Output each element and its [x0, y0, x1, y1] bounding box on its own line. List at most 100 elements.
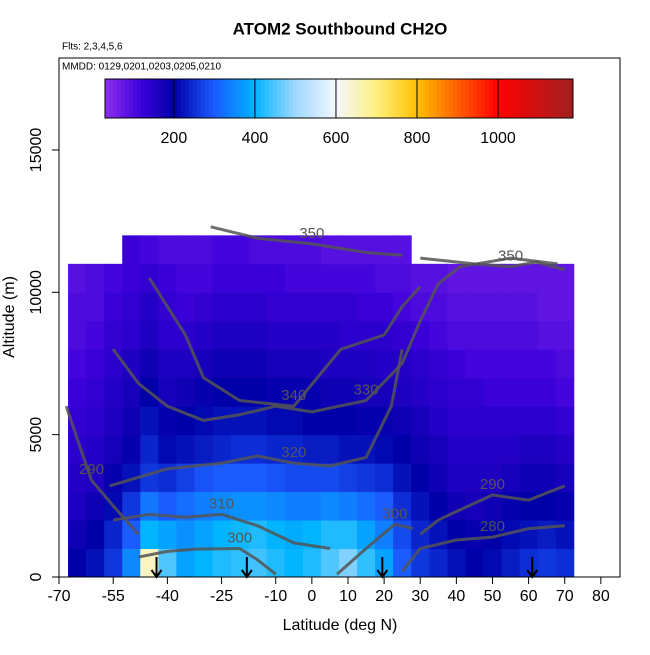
colorbar-swatch — [241, 79, 246, 118]
colorbar-swatch — [513, 79, 518, 118]
colorbar-swatch — [161, 79, 166, 118]
heat-cell — [483, 349, 503, 379]
heat-cell — [176, 235, 195, 265]
heat-cell — [122, 548, 141, 578]
heat-cell — [212, 235, 232, 265]
colorbar-swatch — [333, 79, 338, 118]
heat-cell — [86, 434, 105, 464]
colorbar-swatch — [477, 79, 482, 118]
heat-cell — [537, 263, 557, 293]
colorbar-swatch — [393, 79, 398, 118]
heat-cell — [248, 235, 268, 265]
heat-cell — [357, 377, 376, 407]
heat-cell — [465, 320, 484, 350]
heat-cell — [248, 434, 268, 464]
heat-cell — [519, 320, 539, 350]
heat-cell — [483, 463, 503, 493]
heat-cell — [266, 491, 286, 521]
heat-cell — [248, 377, 268, 407]
y-tick-label: 5000 — [28, 417, 45, 453]
heat-cell — [320, 320, 340, 350]
colorbar-swatch — [537, 79, 542, 118]
heat-cell — [465, 263, 484, 293]
heat-cell — [68, 520, 87, 550]
contour-label: 350 — [498, 248, 523, 265]
heat-cell — [483, 434, 503, 464]
x-tick-label: 70 — [556, 588, 574, 605]
heat-cell — [483, 292, 503, 322]
colorbar-swatch — [489, 79, 494, 118]
heat-cell — [68, 548, 87, 578]
heat-cell — [465, 548, 484, 578]
colorbar-swatch — [509, 79, 514, 118]
heat-cell — [140, 292, 159, 322]
colorbar-swatch — [153, 79, 158, 118]
colorbar-swatch — [285, 79, 290, 118]
heat-cell — [230, 235, 250, 265]
heat-cell — [68, 349, 87, 379]
heat-cell — [158, 548, 177, 578]
colorbar-tick-label: 800 — [404, 130, 431, 147]
colorbar-swatch — [385, 79, 390, 118]
heat-cell — [302, 520, 322, 550]
heat-cell — [338, 349, 358, 379]
heat-cell — [212, 320, 232, 350]
heat-cell — [501, 349, 521, 379]
heat-cell — [104, 292, 123, 322]
heat-cell — [302, 292, 322, 322]
colorbar-swatch — [501, 79, 506, 118]
contour-label: 290 — [79, 461, 104, 478]
heat-cell — [519, 377, 539, 407]
x-tick-label: 10 — [339, 588, 357, 605]
heat-cell — [537, 434, 557, 464]
contour-line — [109, 348, 404, 488]
heat-cell — [194, 320, 214, 350]
colorbar-swatch — [421, 79, 426, 118]
heat-cell — [555, 463, 575, 493]
colorbar-swatch — [141, 79, 146, 118]
heat-cell — [140, 463, 159, 493]
heat-cell — [266, 235, 286, 265]
colorbar-swatch — [197, 79, 202, 118]
heat-cell — [447, 491, 466, 521]
heat-cell — [465, 491, 484, 521]
heat-cell — [320, 491, 340, 521]
colorbar-swatch — [425, 79, 430, 118]
contour-label: 350 — [299, 225, 324, 242]
colorbar-swatch — [297, 79, 302, 118]
contour-label: 340 — [281, 387, 306, 404]
heat-cell — [140, 349, 159, 379]
colorbar-swatch — [401, 79, 406, 118]
contour-line — [419, 484, 566, 536]
colorbar-swatch — [545, 79, 550, 118]
heat-cell — [230, 548, 250, 578]
heat-cell — [483, 377, 503, 407]
heat-cell — [122, 292, 141, 322]
heat-cell — [338, 292, 358, 322]
heat-cell — [338, 377, 358, 407]
heat-cell — [194, 377, 214, 407]
colorbar-swatch — [461, 79, 466, 118]
heat-cell — [158, 263, 177, 293]
heat-cell — [447, 434, 466, 464]
heat-cell — [555, 349, 575, 379]
heat-cell — [86, 377, 105, 407]
heat-cell — [519, 406, 539, 436]
heat-cell — [248, 406, 268, 436]
heat-cell — [501, 548, 521, 578]
colorbar-swatch — [145, 79, 150, 118]
heat-cell — [537, 520, 557, 550]
colorbar-swatch — [281, 79, 286, 118]
colorbar-swatch — [105, 79, 110, 118]
chart-title: ATOM2 Southbound CH2O — [233, 19, 448, 38]
heat-cell — [176, 463, 195, 493]
heat-cell — [104, 434, 123, 464]
heat-cell — [176, 406, 195, 436]
heat-cell — [104, 406, 123, 436]
heat-cell — [447, 292, 466, 322]
heat-cell — [447, 320, 466, 350]
heat-cell — [104, 377, 123, 407]
heat-cell — [393, 320, 412, 350]
heat-cell — [411, 463, 430, 493]
